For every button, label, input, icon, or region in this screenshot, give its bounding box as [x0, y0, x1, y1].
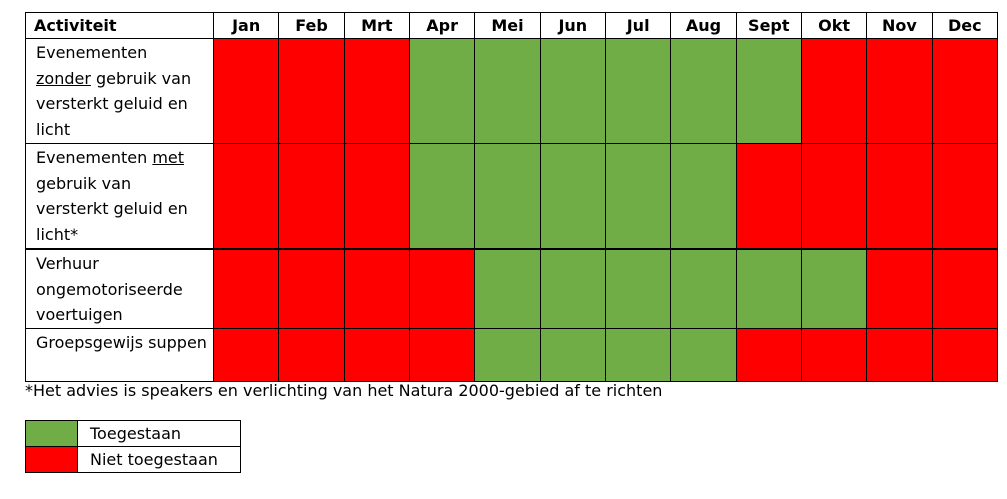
header-month: Apr: [408, 12, 476, 39]
header-month: Dec: [931, 12, 998, 39]
activity-label-text: gebruik van versterkt geluid en licht*: [36, 173, 188, 244]
activity-label-text: gebruik van versterkt geluid en licht: [36, 68, 192, 139]
activity-label-text: Evenementen: [36, 43, 148, 62]
month-status-cell-denied: [343, 248, 410, 329]
month-status-cell-allowed: [539, 38, 606, 144]
month-status-cell-denied: [931, 38, 998, 144]
legend-table: Toegestaan Niet toegestaan: [25, 420, 241, 473]
month-status-cell-denied: [866, 248, 933, 329]
month-status-cell-allowed: [670, 38, 737, 144]
month-status-cell-denied: [408, 328, 476, 382]
month-status-cell-denied: [735, 143, 802, 250]
footnote: *Het advies is speakers en verlichting v…: [25, 381, 663, 400]
month-status-cell-denied: [343, 328, 410, 382]
table-row: Verhuur ongemotoriseerde voertuigen: [25, 248, 998, 329]
activity-label-text: Groepsgewijs suppen: [36, 333, 207, 352]
month-status-cell-denied: [343, 38, 410, 144]
month-status-cell-allowed: [670, 248, 737, 329]
legend-label-allowed: Toegestaan: [77, 420, 241, 447]
header-activity: Activiteit: [25, 12, 214, 39]
month-status-cell-allowed: [474, 38, 541, 144]
table-row: Evenementen met gebruik van versterkt ge…: [25, 143, 998, 250]
month-status-cell-allowed: [408, 38, 476, 144]
activity-label: Groepsgewijs suppen: [25, 328, 214, 382]
month-status-cell-denied: [212, 38, 280, 144]
month-status-cell-allowed: [735, 248, 802, 329]
header-month: Feb: [278, 12, 345, 39]
activity-label: Verhuur ongemotoriseerde voertuigen: [25, 248, 214, 329]
header-month: Okt: [800, 12, 868, 39]
month-status-cell-allowed: [539, 143, 606, 250]
legend-swatch-allowed: [25, 420, 78, 447]
activity-label-emphasis: met: [152, 148, 185, 167]
table-row: Evenementen zonder gebruik van versterkt…: [25, 38, 998, 144]
month-status-cell-allowed: [670, 328, 737, 382]
month-status-cell-denied: [800, 38, 868, 144]
header-month: Jan: [212, 12, 280, 39]
month-status-cell-allowed: [539, 328, 606, 382]
table-header-row: Activiteit Jan Feb Mrt Apr Mei Jun Jul A…: [25, 12, 998, 39]
header-month: Mei: [474, 12, 541, 39]
month-status-cell-denied: [866, 143, 933, 250]
month-status-cell-denied: [343, 143, 410, 250]
month-status-cell-denied: [278, 248, 345, 329]
header-month: Mrt: [343, 12, 410, 39]
month-status-cell-allowed: [474, 328, 541, 382]
month-status-cell-denied: [408, 248, 476, 329]
header-month: Nov: [866, 12, 933, 39]
activity-label-text: Evenementen: [36, 148, 153, 167]
legend-swatch-denied: [25, 446, 78, 473]
month-status-cell-allowed: [408, 143, 476, 250]
month-status-cell-allowed: [735, 38, 802, 144]
month-status-cell-denied: [866, 38, 933, 144]
month-status-cell-allowed: [474, 248, 541, 329]
legend-row-denied: Niet toegestaan: [25, 446, 241, 473]
month-status-cell-denied: [212, 328, 280, 382]
legend-label-denied: Niet toegestaan: [77, 446, 241, 473]
month-status-cell-denied: [931, 328, 998, 382]
month-status-cell-denied: [278, 328, 345, 382]
activity-label: Evenementen zonder gebruik van versterkt…: [25, 38, 214, 144]
month-status-cell-allowed: [604, 248, 672, 329]
activity-schedule-table: Activiteit Jan Feb Mrt Apr Mei Jun Jul A…: [25, 12, 998, 382]
activity-label-emphasis: zonder: [36, 68, 91, 88]
month-status-cell-denied: [735, 328, 802, 382]
month-status-cell-denied: [931, 248, 998, 329]
header-month: Aug: [670, 12, 737, 39]
legend-row-allowed: Toegestaan: [25, 420, 241, 447]
month-status-cell-allowed: [800, 248, 868, 329]
month-status-cell-allowed: [604, 38, 672, 144]
month-status-cell-denied: [278, 143, 345, 250]
table-row: Groepsgewijs suppen: [25, 328, 998, 382]
month-status-cell-allowed: [604, 328, 672, 382]
month-status-cell-denied: [931, 143, 998, 250]
month-status-cell-allowed: [474, 143, 541, 250]
month-status-cell-denied: [212, 143, 280, 250]
month-status-cell-denied: [800, 143, 868, 250]
header-month: Jul: [604, 12, 672, 39]
month-status-cell-denied: [866, 328, 933, 382]
header-month: Jun: [539, 12, 606, 39]
activity-label-text: Verhuur ongemotoriseerde voertuigen: [36, 254, 183, 324]
month-status-cell-denied: [278, 38, 345, 144]
table-body: Evenementen zonder gebruik van versterkt…: [25, 38, 998, 382]
month-status-cell-allowed: [670, 143, 737, 250]
month-status-cell-allowed: [539, 248, 606, 329]
activity-label: Evenementen met gebruik van versterkt ge…: [25, 143, 214, 250]
month-status-cell-denied: [800, 328, 868, 382]
header-month: Sept: [735, 12, 802, 39]
month-status-cell-allowed: [604, 143, 672, 250]
month-status-cell-denied: [212, 248, 280, 329]
